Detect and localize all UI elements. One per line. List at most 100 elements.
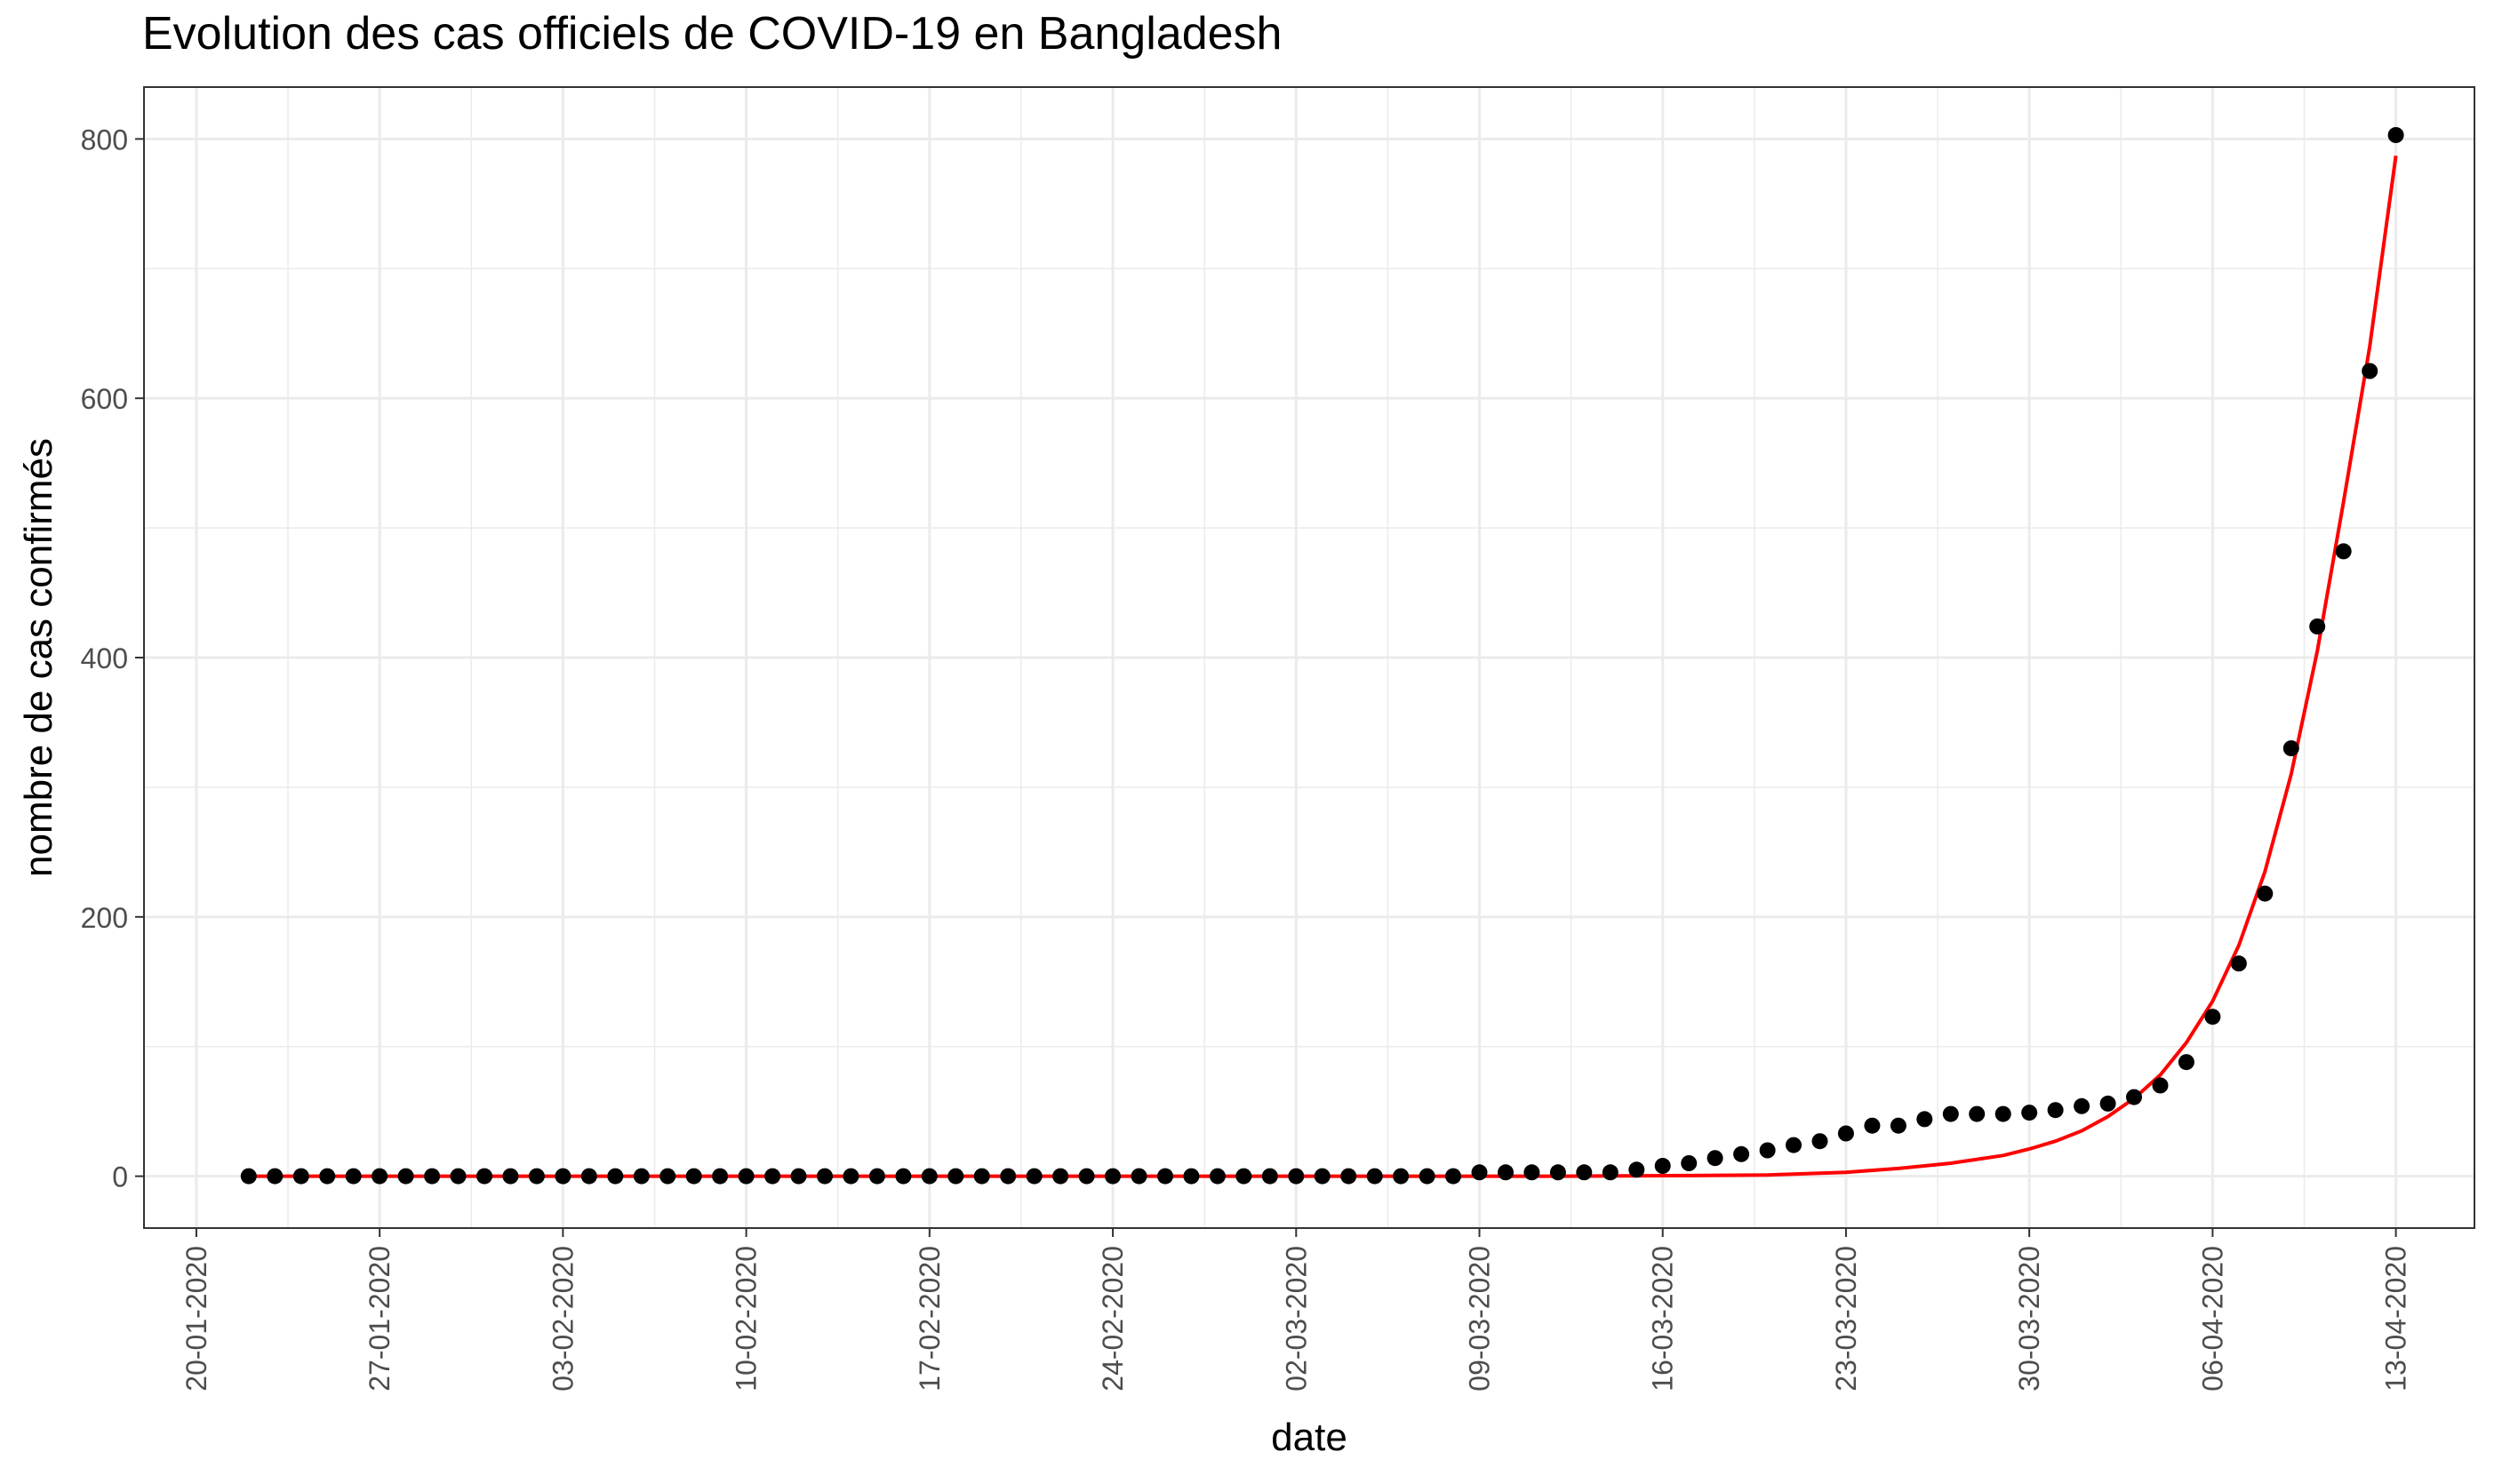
data-point: [580, 1168, 597, 1185]
data-point: [502, 1168, 519, 1185]
data-point: [528, 1168, 545, 1185]
chart-title: Evolution des cas officiels de COVID-19 …: [142, 8, 1283, 60]
data-point: [2204, 1009, 2221, 1025]
data-point: [1759, 1142, 1776, 1159]
x-tick-label: 24-02-2020: [1097, 1246, 1129, 1392]
data-point: [659, 1168, 676, 1185]
data-point: [1576, 1164, 1593, 1181]
data-point: [1261, 1168, 1278, 1185]
data-point: [895, 1168, 912, 1185]
data-point: [1916, 1111, 1933, 1128]
y-axis-label: nombre de cas confirmés: [17, 438, 60, 877]
data-point: [1157, 1168, 1173, 1185]
data-point: [2178, 1054, 2194, 1071]
data-point: [1707, 1150, 1723, 1167]
x-axis-label: date: [1271, 1416, 1347, 1459]
grid: [144, 87, 2474, 1228]
y-tick-label: 400: [81, 642, 128, 674]
data-point: [1366, 1168, 1383, 1185]
data-point: [817, 1168, 833, 1185]
data-point: [1131, 1168, 1147, 1185]
data-point: [1105, 1168, 1121, 1185]
x-tick-label: 02-03-2020: [1280, 1246, 1312, 1392]
data-point: [1419, 1168, 1435, 1185]
data-point: [555, 1168, 572, 1185]
data-point: [1628, 1161, 1645, 1178]
data-point: [1471, 1164, 1488, 1181]
data-point: [2047, 1102, 2064, 1119]
data-point: [2282, 740, 2299, 757]
fit-line-layer: [248, 156, 2398, 1178]
data-point: [292, 1168, 309, 1185]
x-tick-label: 20-01-2020: [180, 1246, 212, 1392]
data-point: [450, 1168, 467, 1185]
data-point: [476, 1168, 492, 1185]
data-point: [1078, 1168, 1095, 1185]
x-tick-label: 27-01-2020: [364, 1246, 396, 1392]
data-point: [2099, 1095, 2116, 1112]
data-point: [1498, 1164, 1514, 1181]
data-point: [2387, 127, 2404, 143]
data-point: [1864, 1117, 1881, 1134]
data-point: [2362, 363, 2378, 379]
data-point: [1786, 1137, 1802, 1153]
data-point: [319, 1168, 336, 1185]
data-point: [1837, 1125, 1854, 1142]
data-point: [973, 1168, 990, 1185]
data-point: [2021, 1105, 2038, 1121]
y-tick-label: 0: [112, 1161, 128, 1193]
data-point: [868, 1168, 885, 1185]
data-point: [2309, 618, 2326, 634]
points-layer: [240, 127, 2404, 1185]
data-point: [1393, 1168, 1410, 1185]
data-point: [2230, 955, 2247, 972]
y-tick-label: 200: [81, 902, 128, 934]
data-point: [1340, 1168, 1357, 1185]
data-point: [738, 1168, 755, 1185]
data-point: [921, 1168, 938, 1185]
data-point: [2126, 1089, 2142, 1105]
data-point: [2257, 885, 2274, 902]
data-point: [1811, 1133, 1828, 1150]
x-tick-label: 06-04-2020: [2196, 1246, 2228, 1392]
y-tick-label: 600: [81, 383, 128, 415]
data-point: [1052, 1168, 1069, 1185]
x-tick-label: 17-02-2020: [914, 1246, 946, 1392]
data-point: [1288, 1168, 1305, 1185]
data-point: [1183, 1168, 1200, 1185]
x-tick-label: 03-02-2020: [547, 1246, 579, 1392]
data-point: [1000, 1168, 1017, 1185]
y-tick-label: 800: [81, 124, 128, 156]
data-point: [2152, 1077, 2169, 1094]
x-tick-label: 23-03-2020: [1830, 1246, 1862, 1392]
data-point: [240, 1168, 257, 1185]
data-point: [397, 1168, 414, 1185]
data-point: [607, 1168, 624, 1185]
data-point: [1969, 1105, 1986, 1122]
data-point: [372, 1168, 388, 1185]
data-point: [2074, 1097, 2090, 1114]
data-point: [1654, 1158, 1671, 1174]
data-point: [1445, 1168, 1461, 1185]
data-point: [843, 1168, 859, 1185]
data-point: [267, 1168, 284, 1185]
data-point: [790, 1168, 807, 1185]
data-point: [424, 1168, 441, 1185]
data-point: [1235, 1168, 1252, 1185]
x-tick-label: 13-04-2020: [2380, 1246, 2412, 1392]
data-point: [1602, 1164, 1619, 1181]
data-point: [712, 1168, 729, 1185]
data-point: [1523, 1164, 1540, 1181]
x-tick-label: 10-02-2020: [731, 1246, 763, 1392]
data-point: [1026, 1168, 1043, 1185]
data-point: [2335, 543, 2352, 560]
x-tick-label: 09-03-2020: [1464, 1246, 1496, 1392]
data-point: [1549, 1164, 1566, 1181]
x-tick-label: 16-03-2020: [1647, 1246, 1679, 1392]
data-point: [1942, 1105, 1959, 1122]
axes: 0 200 400 600 800 20-01-2020 27-01-2020 03-02-2…: [81, 86, 2475, 1392]
data-point: [1890, 1117, 1906, 1134]
fit-line: [248, 156, 2398, 1178]
